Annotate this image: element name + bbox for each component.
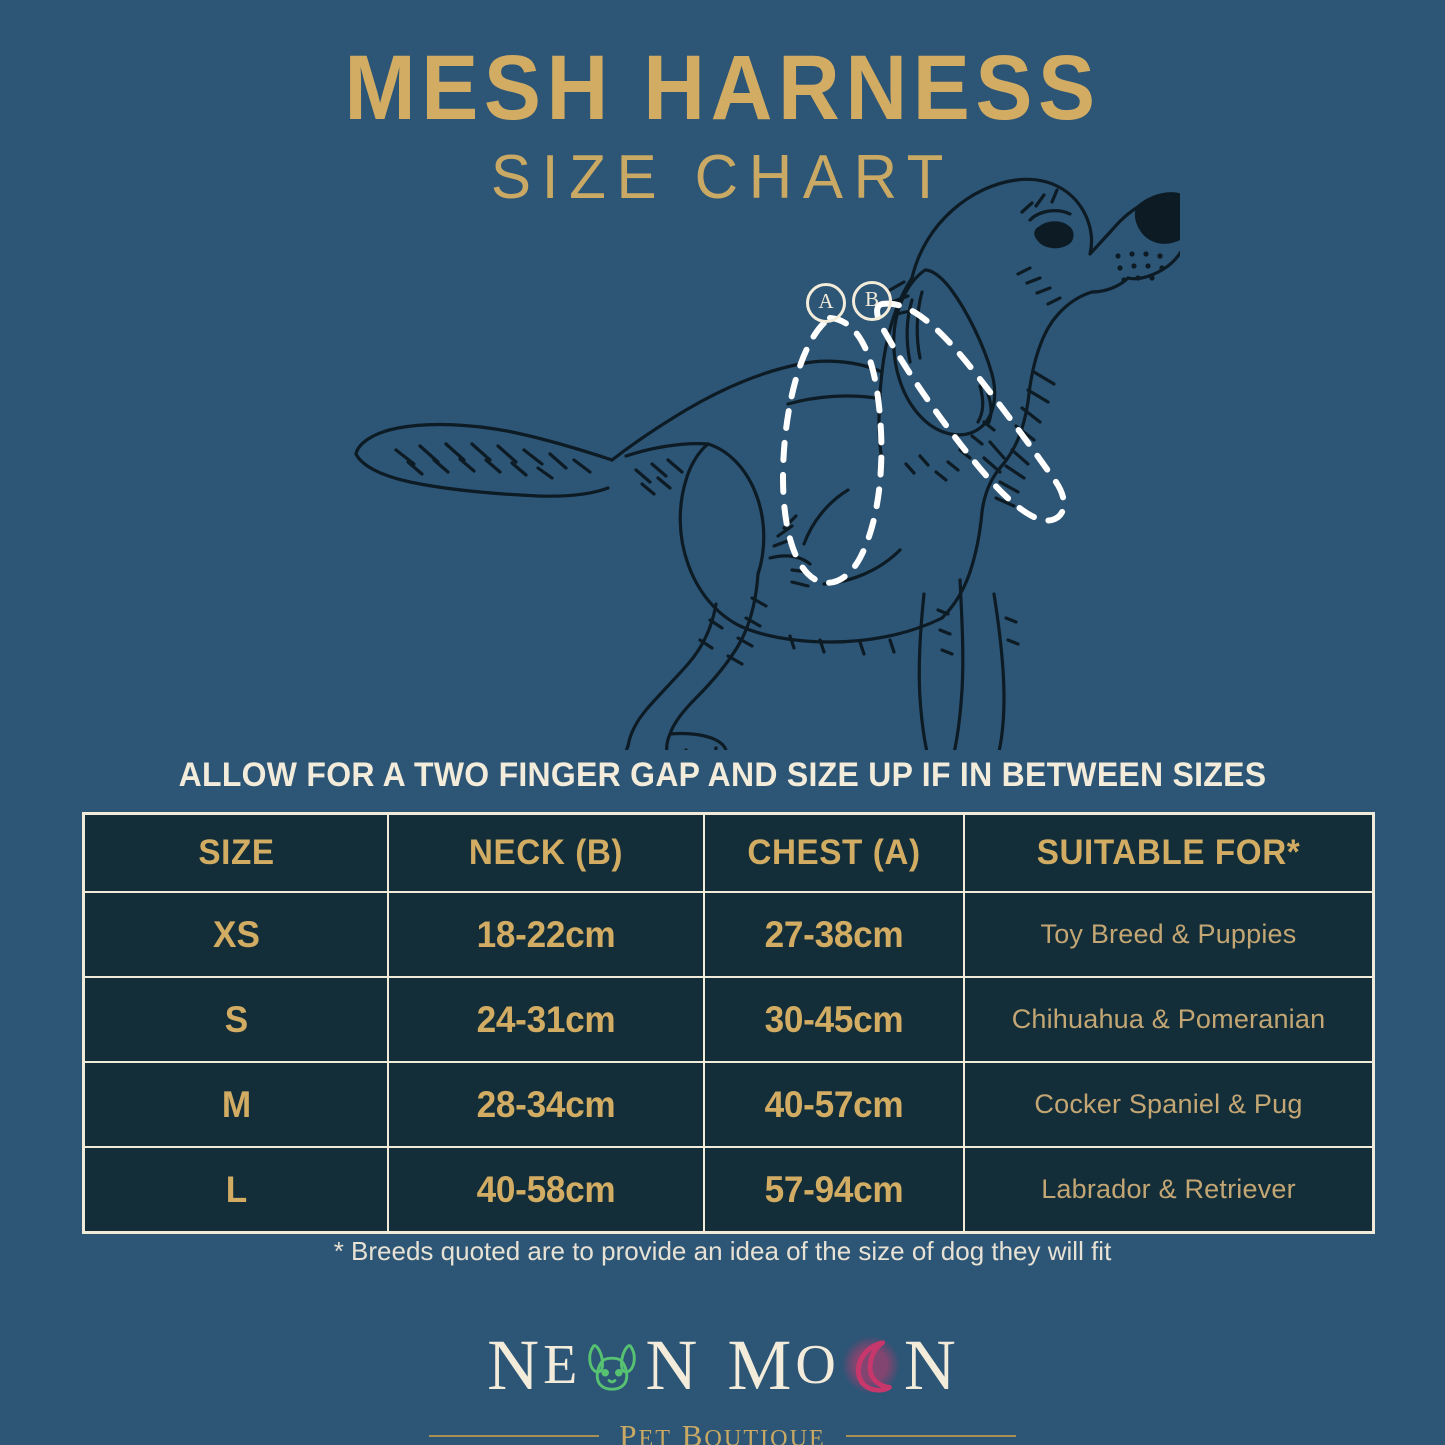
page-subtitle: SIZE CHART bbox=[490, 142, 955, 212]
cell-suitable: Cocker Spaniel & Pug bbox=[963, 1061, 1375, 1148]
logo-letter-m: M bbox=[727, 1325, 794, 1405]
cell-chest: 30-45cm bbox=[709, 976, 959, 1063]
logo-letter-o: O bbox=[795, 1334, 838, 1396]
tagline-rule-left bbox=[429, 1435, 600, 1437]
brand-logo: N E N M O bbox=[0, 1326, 1445, 1445]
instruction-text: ALLOW FOR A TWO FINGER GAP AND SIZE UP I… bbox=[178, 756, 1267, 794]
cell-neck: 24-31cm bbox=[394, 976, 698, 1063]
cell-suitable: Chihuahua & Pomeranian bbox=[963, 976, 1375, 1063]
size-table: SIZE NECK (B) CHEST (A) SUITABLE FOR* XS… bbox=[82, 812, 1375, 1234]
logo-letter-e: E bbox=[543, 1334, 580, 1396]
column-header-size: SIZE bbox=[90, 812, 382, 893]
table-header-row: SIZE NECK (B) CHEST (A) SUITABLE FOR* bbox=[84, 812, 1374, 893]
cell-size: XS bbox=[90, 891, 382, 978]
measurement-marker-a: A bbox=[806, 283, 846, 323]
cell-neck: 28-34cm bbox=[394, 1061, 698, 1148]
column-header-chest: CHEST (A) bbox=[709, 812, 959, 893]
neon-dog-face-icon bbox=[588, 1344, 637, 1391]
table-row: S 24-31cm 30-45cm Chihuahua & Pomeranian bbox=[84, 976, 1375, 1063]
cell-neck: 40-58cm bbox=[394, 1146, 698, 1234]
cell-size: M bbox=[90, 1061, 382, 1148]
page-title: MESH HARNESS bbox=[344, 37, 1101, 139]
cell-suitable: Toy Breed & Puppies bbox=[963, 891, 1375, 978]
measurement-marker-b: B bbox=[852, 281, 892, 321]
cell-chest: 27-38cm bbox=[709, 891, 959, 978]
header: MESH HARNESS SIZE CHART bbox=[0, 37, 1445, 213]
cell-suitable: Labrador & Retriever bbox=[963, 1146, 1375, 1234]
dog-illustration bbox=[354, 177, 1180, 750]
column-header-suitable: SUITABLE FOR* bbox=[973, 812, 1365, 893]
tagline-rule-right bbox=[845, 1435, 1016, 1437]
neon-crescent-moon-icon bbox=[841, 1335, 900, 1395]
logo-tagline: PET BOUTIQUE bbox=[619, 1418, 826, 1445]
table-row: XS 18-22cm 27-38cm Toy Breed & Puppies bbox=[84, 891, 1375, 978]
cell-size: S bbox=[90, 976, 382, 1063]
logo-wordmark: N E N M O bbox=[0, 1326, 1445, 1404]
logo-letter-n: N bbox=[903, 1325, 958, 1405]
table-row: M 28-34cm 40-57cm Cocker Spaniel & Pug bbox=[84, 1061, 1375, 1148]
logo-tagline-row: PET BOUTIQUE bbox=[0, 1418, 1445, 1445]
cell-chest: 57-94cm bbox=[709, 1146, 959, 1234]
logo-letter-n: N bbox=[487, 1325, 542, 1405]
cell-neck: 18-22cm bbox=[394, 891, 698, 978]
column-header-neck: NECK (B) bbox=[394, 812, 698, 893]
footnote-text: * Breeds quoted are to provide an idea o… bbox=[333, 1236, 1112, 1266]
logo-letter-n: N bbox=[645, 1325, 700, 1405]
cell-chest: 40-57cm bbox=[709, 1061, 959, 1148]
cell-size: L bbox=[90, 1146, 382, 1234]
table-row: L 40-58cm 57-94cm Labrador & Retriever bbox=[84, 1146, 1375, 1234]
